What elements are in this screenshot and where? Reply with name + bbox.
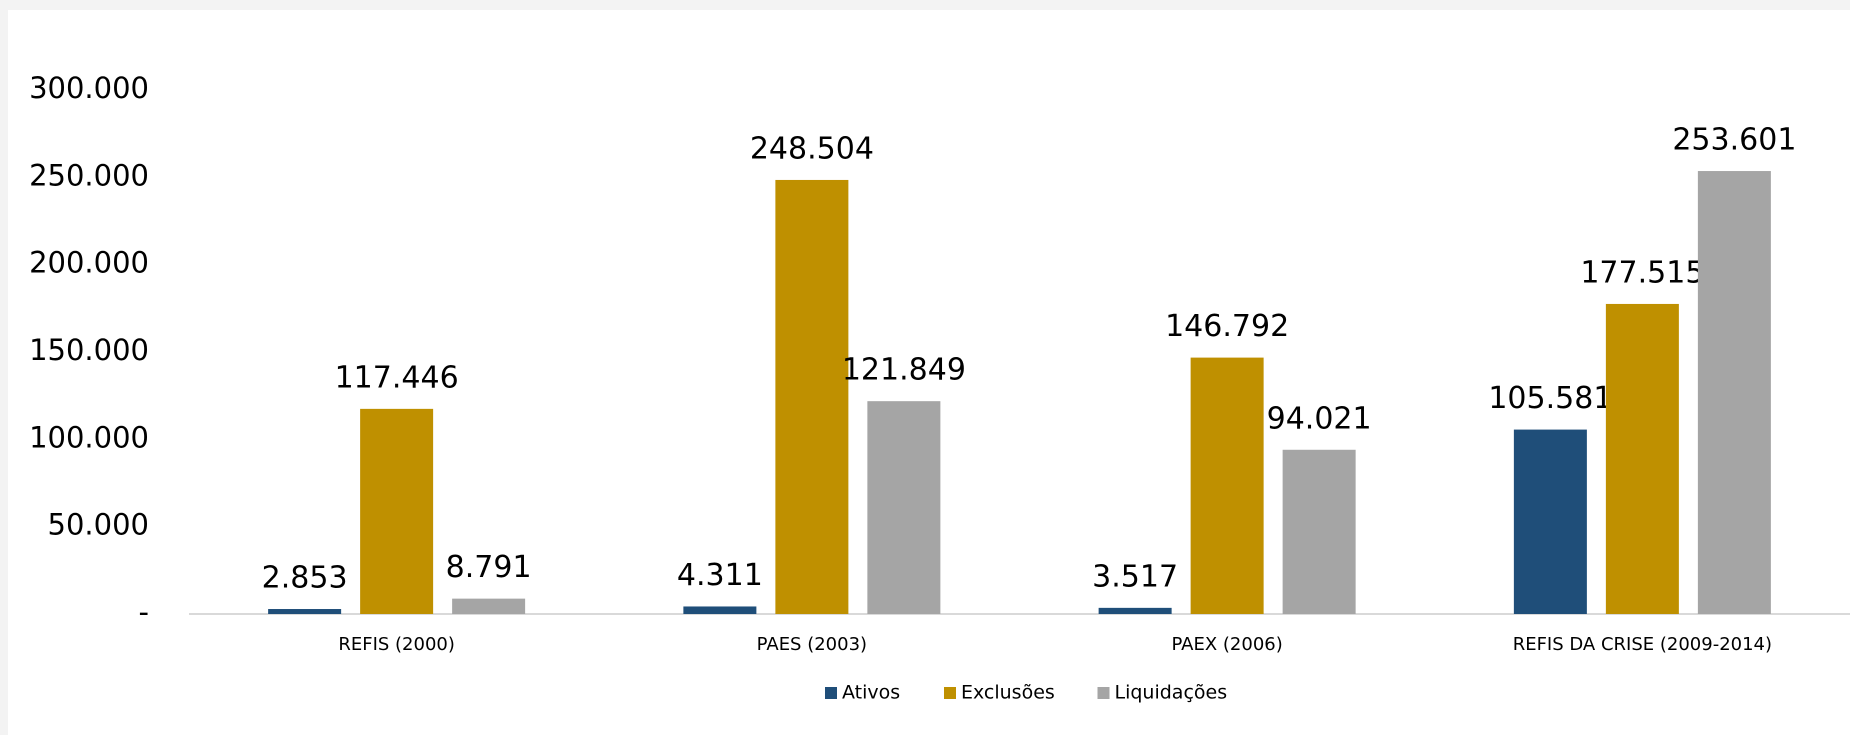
- bar: [1190, 357, 1264, 614]
- data-label: 177.515: [1580, 255, 1704, 290]
- bar: [1098, 607, 1172, 614]
- bar: [1513, 429, 1587, 614]
- y-tick-label: 300.000: [29, 71, 149, 105]
- data-label: 146.792: [1165, 309, 1289, 344]
- bar: [452, 598, 526, 614]
- data-label: 94.021: [1267, 401, 1372, 436]
- data-label: 253.601: [1672, 123, 1796, 158]
- x-tick-label: REFIS (2000): [338, 634, 455, 655]
- legend-swatch: [944, 687, 956, 699]
- data-label: 8.791: [446, 550, 532, 585]
- y-tick-label: -: [139, 595, 149, 629]
- bar: [775, 179, 849, 614]
- legend-swatch: [825, 687, 837, 699]
- x-tick-label: PAES (2003): [757, 634, 867, 655]
- data-label: 3.517: [1092, 559, 1178, 594]
- x-tick-label: PAEX (2006): [1171, 634, 1282, 655]
- data-label: 2.853: [262, 561, 348, 596]
- bar: [683, 606, 757, 614]
- y-tick-label: 50.000: [48, 508, 149, 542]
- data-label: 117.446: [335, 360, 459, 395]
- bar: [1697, 171, 1771, 614]
- y-tick-label: 100.000: [29, 420, 149, 454]
- bar: [360, 408, 434, 614]
- data-label: 248.504: [750, 131, 874, 166]
- bar: [1605, 303, 1679, 614]
- y-tick-label: 200.000: [29, 246, 149, 280]
- legend-label: Liquidações: [1115, 682, 1228, 704]
- bar: [867, 401, 941, 614]
- y-tick-label: 250.000: [29, 158, 149, 192]
- data-label: 4.311: [677, 558, 763, 593]
- legend-swatch: [1097, 687, 1110, 699]
- data-label: 105.581: [1488, 381, 1612, 416]
- x-tick-label: REFIS DA CRISE (2009-2014): [1513, 634, 1772, 655]
- bar: [1282, 449, 1356, 614]
- y-tick-label: 150.000: [29, 333, 149, 367]
- data-label: 121.849: [842, 353, 966, 388]
- legend-label: Exclusões: [961, 682, 1055, 704]
- bar: [268, 609, 342, 614]
- legend-label: Ativos: [842, 682, 900, 704]
